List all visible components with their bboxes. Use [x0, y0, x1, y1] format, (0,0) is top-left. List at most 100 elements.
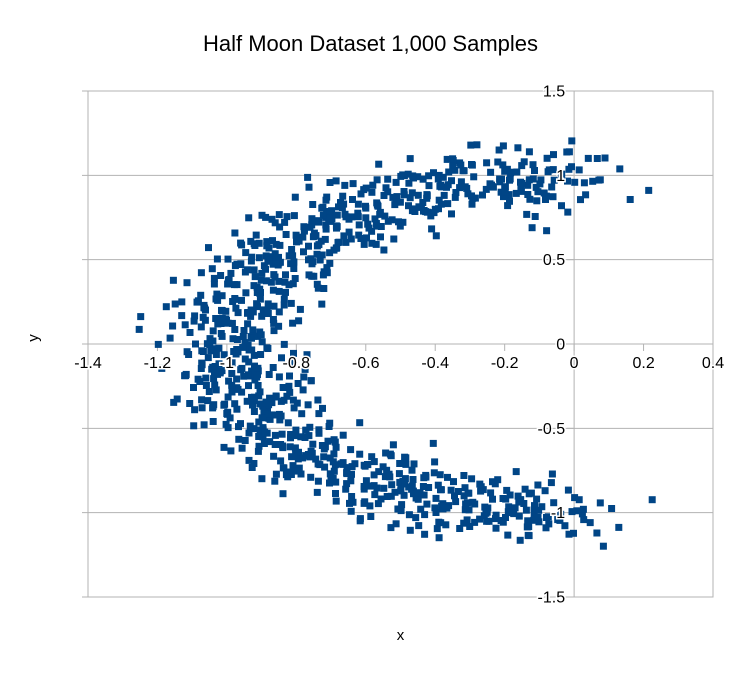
data-point [468, 475, 476, 483]
data-point [224, 280, 232, 288]
data-point [264, 410, 271, 418]
data-point [224, 255, 232, 263]
data-point [323, 269, 331, 277]
data-point [228, 388, 236, 396]
data-point [484, 504, 492, 512]
data-point [299, 454, 307, 462]
data-point [312, 455, 320, 463]
data-point [421, 511, 429, 519]
data-point [626, 196, 634, 203]
data-point [305, 183, 313, 191]
data-point [277, 397, 285, 405]
data-point [223, 410, 231, 417]
data-point [275, 322, 283, 330]
data-point [275, 277, 283, 285]
data-point [364, 461, 371, 468]
data-point [381, 473, 389, 481]
data-point [276, 416, 284, 424]
data-point [377, 495, 385, 503]
data-point [329, 458, 337, 466]
data-point [471, 518, 479, 526]
data-point [279, 464, 287, 472]
data-point [295, 464, 303, 472]
data-point [357, 235, 365, 242]
data-point [255, 392, 263, 400]
data-point [233, 346, 241, 353]
data-point [228, 381, 236, 389]
data-point [408, 466, 416, 474]
data-point [396, 198, 404, 206]
data-point [263, 238, 271, 246]
data-point [471, 500, 479, 508]
data-point [507, 168, 515, 176]
data-point [191, 312, 199, 320]
data-point [360, 499, 368, 507]
data-point [419, 175, 427, 183]
data-point [425, 484, 433, 491]
data-point [511, 504, 519, 512]
data-point [308, 452, 316, 460]
data-point [191, 406, 199, 414]
data-point [262, 398, 270, 406]
data-point [299, 386, 307, 394]
data-point [534, 513, 542, 521]
data-point [214, 320, 222, 328]
data-point [405, 202, 412, 210]
data-point [410, 460, 418, 468]
data-point [250, 408, 258, 415]
data-point [542, 524, 550, 532]
data-point [270, 452, 278, 460]
data-point [339, 192, 347, 200]
data-point [528, 224, 536, 232]
data-point [499, 161, 507, 169]
data-point [517, 187, 525, 195]
data-point [615, 523, 623, 531]
data-point [354, 200, 362, 208]
data-point [456, 525, 464, 532]
data-point [383, 466, 391, 474]
data-point [392, 520, 400, 528]
data-point [185, 351, 193, 358]
data-point [438, 502, 446, 510]
data-point [483, 508, 491, 516]
data-point [462, 500, 470, 508]
data-point [183, 279, 191, 287]
data-point [258, 312, 266, 320]
data-point [398, 501, 406, 509]
data-point [233, 405, 241, 413]
data-point [269, 364, 277, 371]
data-point [330, 450, 338, 458]
data-point [544, 513, 552, 521]
data-point [301, 434, 309, 441]
data-point [322, 196, 330, 204]
data-point [435, 171, 443, 179]
data-point [544, 168, 552, 176]
data-point [332, 478, 340, 486]
data-point [460, 519, 468, 527]
data-point [249, 401, 256, 409]
data-point [461, 183, 469, 191]
data-point [477, 487, 485, 495]
data-point [262, 252, 270, 260]
data-point [235, 423, 242, 431]
data-point [258, 338, 266, 346]
data-point [255, 254, 263, 262]
data-point [222, 315, 230, 323]
data-point [520, 158, 528, 166]
data-point [257, 289, 264, 296]
data-point [406, 155, 414, 163]
data-point [255, 418, 263, 426]
data-point [245, 358, 253, 366]
data-point [287, 431, 295, 438]
data-point [357, 190, 365, 198]
data-point [387, 452, 395, 460]
data-point [531, 213, 539, 220]
data-point [593, 529, 601, 537]
data-point [296, 305, 304, 313]
data-point [198, 404, 206, 412]
data-point [267, 411, 275, 419]
data-point [251, 273, 259, 281]
data-point [568, 163, 575, 171]
data-point [338, 204, 346, 211]
data-point [444, 181, 452, 189]
